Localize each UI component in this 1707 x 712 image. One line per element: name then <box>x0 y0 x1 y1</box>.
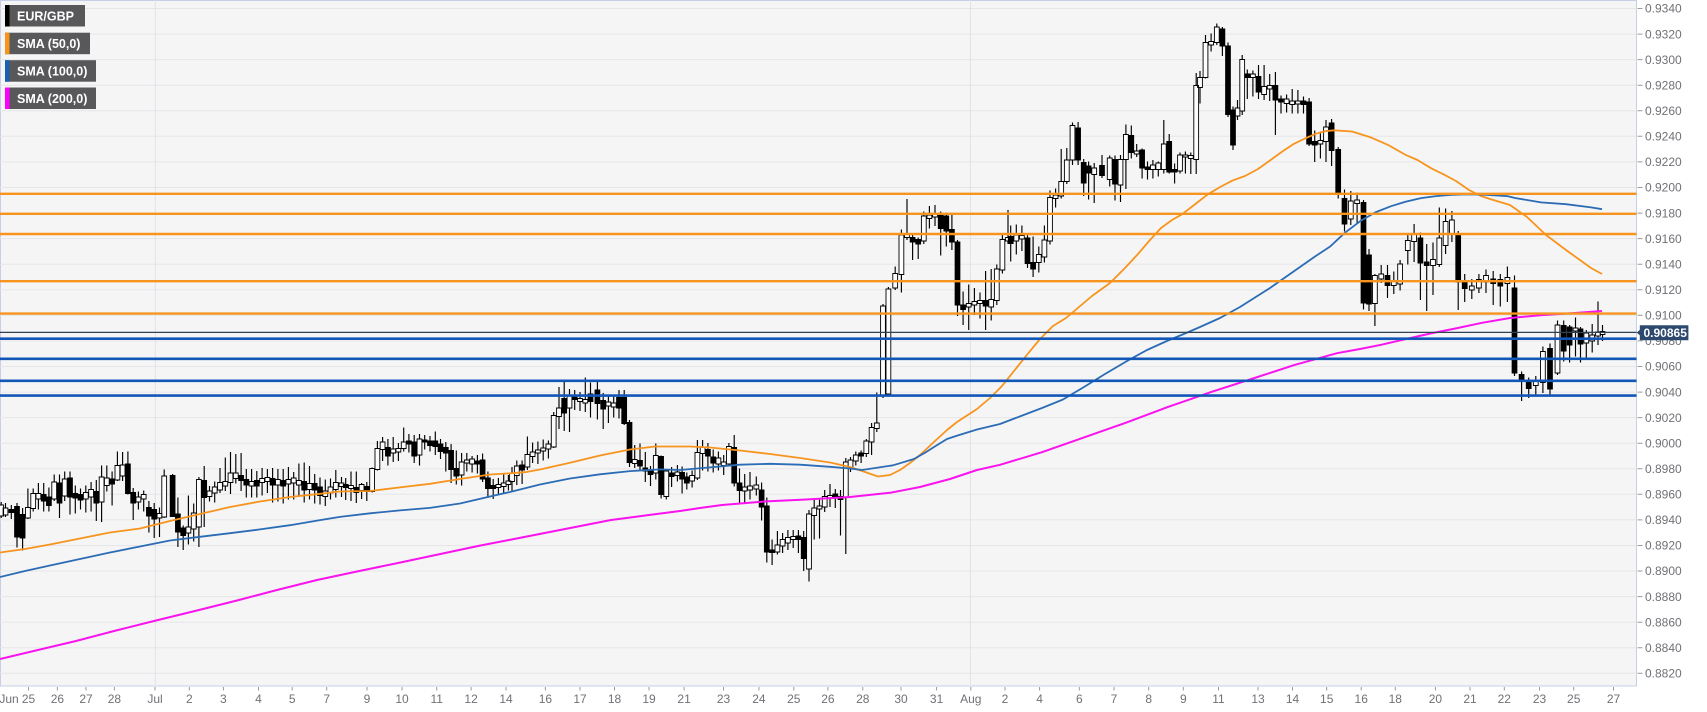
svg-text:25: 25 <box>22 692 36 706</box>
svg-text:Aug: Aug <box>960 692 981 706</box>
svg-text:4: 4 <box>255 692 262 706</box>
svg-text:0.9160: 0.9160 <box>1645 232 1682 246</box>
svg-text:0.9120: 0.9120 <box>1645 283 1682 297</box>
svg-text:0.8900: 0.8900 <box>1645 564 1682 578</box>
svg-text:14: 14 <box>1286 692 1300 706</box>
svg-text:14: 14 <box>499 692 513 706</box>
svg-text:15: 15 <box>1320 692 1334 706</box>
svg-text:25: 25 <box>1567 692 1581 706</box>
svg-text:12: 12 <box>464 692 478 706</box>
svg-text:0.9060: 0.9060 <box>1645 360 1682 374</box>
svg-text:9: 9 <box>1180 692 1187 706</box>
svg-text:19: 19 <box>642 692 656 706</box>
svg-text:0.8940: 0.8940 <box>1645 513 1682 527</box>
svg-text:28: 28 <box>108 692 122 706</box>
svg-text:13: 13 <box>1251 692 1265 706</box>
svg-text:23: 23 <box>717 692 731 706</box>
svg-text:9: 9 <box>364 692 371 706</box>
svg-text:30: 30 <box>894 692 908 706</box>
svg-text:SMA (100,0): SMA (100,0) <box>17 65 87 79</box>
svg-text:0.9000: 0.9000 <box>1645 436 1682 450</box>
svg-text:0.8960: 0.8960 <box>1645 488 1682 502</box>
svg-text:Jun: Jun <box>0 692 19 706</box>
svg-text:21: 21 <box>677 692 691 706</box>
svg-text:0.8840: 0.8840 <box>1645 641 1682 655</box>
svg-text:26: 26 <box>51 692 65 706</box>
svg-text:0.9220: 0.9220 <box>1645 155 1682 169</box>
svg-text:17: 17 <box>573 692 587 706</box>
svg-text:SMA (50,0): SMA (50,0) <box>17 37 80 51</box>
svg-text:EUR/GBP: EUR/GBP <box>17 10 74 24</box>
svg-text:11: 11 <box>430 692 443 706</box>
svg-text:0.9240: 0.9240 <box>1645 130 1682 144</box>
svg-text:8: 8 <box>1145 692 1152 706</box>
svg-text:0.9320: 0.9320 <box>1645 27 1682 41</box>
svg-text:0.90865: 0.90865 <box>1644 326 1688 340</box>
svg-text:0.8820: 0.8820 <box>1645 667 1682 681</box>
svg-text:7: 7 <box>323 692 330 706</box>
svg-text:0.9140: 0.9140 <box>1645 257 1682 271</box>
svg-text:Jul: Jul <box>147 692 162 706</box>
svg-text:5: 5 <box>289 692 296 706</box>
svg-text:26: 26 <box>821 692 835 706</box>
svg-text:22: 22 <box>1498 692 1512 706</box>
svg-text:0.9200: 0.9200 <box>1645 181 1682 195</box>
svg-text:20: 20 <box>1429 692 1443 706</box>
svg-text:10: 10 <box>395 692 409 706</box>
svg-text:23: 23 <box>1533 692 1547 706</box>
svg-text:24: 24 <box>752 692 766 706</box>
svg-text:3: 3 <box>220 692 227 706</box>
svg-text:6: 6 <box>1076 692 1083 706</box>
svg-text:25: 25 <box>787 692 801 706</box>
svg-text:0.9040: 0.9040 <box>1645 385 1682 399</box>
svg-text:28: 28 <box>856 692 870 706</box>
svg-text:0.9100: 0.9100 <box>1645 309 1682 323</box>
svg-text:11: 11 <box>1212 692 1225 706</box>
svg-text:SMA (200,0): SMA (200,0) <box>17 92 87 106</box>
svg-text:0.8920: 0.8920 <box>1645 539 1682 553</box>
svg-text:2: 2 <box>1002 692 1009 706</box>
svg-text:0.8980: 0.8980 <box>1645 462 1682 476</box>
svg-text:0.9340: 0.9340 <box>1645 2 1682 16</box>
svg-text:18: 18 <box>1389 692 1403 706</box>
svg-text:16: 16 <box>1355 692 1369 706</box>
svg-text:0.9300: 0.9300 <box>1645 53 1682 67</box>
svg-text:16: 16 <box>539 692 553 706</box>
svg-text:27: 27 <box>1607 692 1621 706</box>
svg-text:18: 18 <box>608 692 622 706</box>
svg-text:2: 2 <box>186 692 193 706</box>
svg-text:0.9180: 0.9180 <box>1645 206 1682 220</box>
svg-text:27: 27 <box>79 692 93 706</box>
svg-text:0.8880: 0.8880 <box>1645 590 1682 604</box>
svg-text:0.9280: 0.9280 <box>1645 78 1682 92</box>
svg-text:31: 31 <box>930 692 944 706</box>
svg-text:0.9260: 0.9260 <box>1645 104 1682 118</box>
svg-text:21: 21 <box>1463 692 1477 706</box>
svg-text:0.8860: 0.8860 <box>1645 615 1682 629</box>
svg-text:4: 4 <box>1036 692 1043 706</box>
svg-text:7: 7 <box>1111 692 1118 706</box>
svg-text:0.9020: 0.9020 <box>1645 411 1682 425</box>
